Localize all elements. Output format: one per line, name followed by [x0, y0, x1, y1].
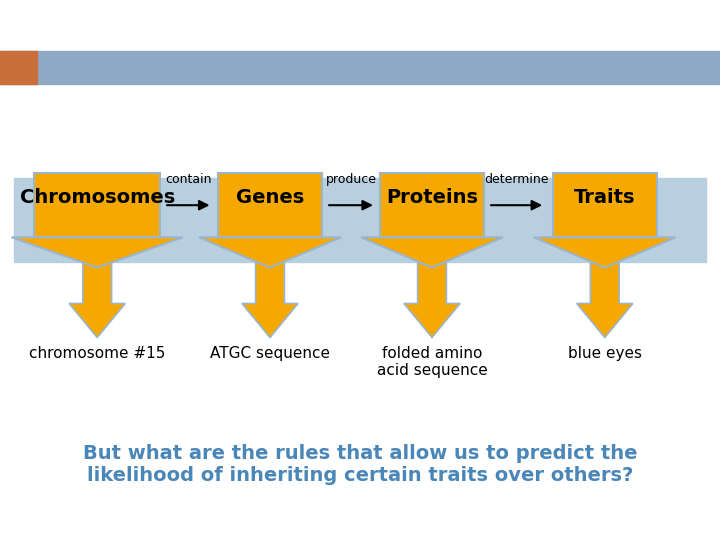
Text: Chromosomes: Chromosomes [19, 187, 175, 207]
Text: produce: produce [326, 173, 377, 186]
Bar [14, 178, 706, 262]
Polygon shape [577, 262, 633, 338]
Text: ATGC sequence: ATGC sequence [210, 346, 330, 361]
Text: Proteins: Proteins [386, 187, 478, 207]
Text: But what are the rules that allow us to predict the
likelihood of inheriting cer: But what are the rules that allow us to … [83, 444, 637, 485]
Text: Traits: Traits [574, 187, 636, 207]
Bar [553, 173, 657, 238]
Bar [35, 173, 160, 238]
Polygon shape [534, 238, 676, 268]
Polygon shape [199, 238, 341, 268]
Text: folded amino
acid sequence: folded amino acid sequence [377, 346, 487, 378]
Text: determine: determine [485, 173, 549, 186]
Polygon shape [69, 262, 125, 338]
Bar [380, 173, 484, 238]
Polygon shape [404, 262, 460, 338]
Polygon shape [12, 238, 183, 268]
Bar [217, 173, 323, 238]
Polygon shape [361, 238, 503, 268]
Bar [0, 51, 37, 84]
Text: blue eyes: blue eyes [568, 346, 642, 361]
Text: contain: contain [166, 173, 212, 186]
Text: Genes: Genes [236, 187, 304, 207]
Text: chromosome #15: chromosome #15 [29, 346, 166, 361]
Polygon shape [242, 262, 298, 338]
Bar [0, 51, 720, 84]
